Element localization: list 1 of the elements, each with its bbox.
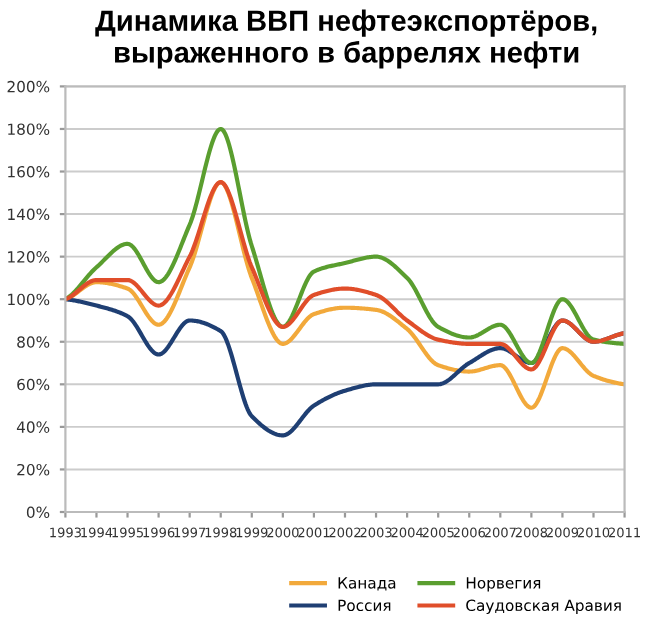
chart-title: Динамика ВВП нефтеэкспортёров, выраженного в баррелях нефти — [95, 9, 597, 69]
